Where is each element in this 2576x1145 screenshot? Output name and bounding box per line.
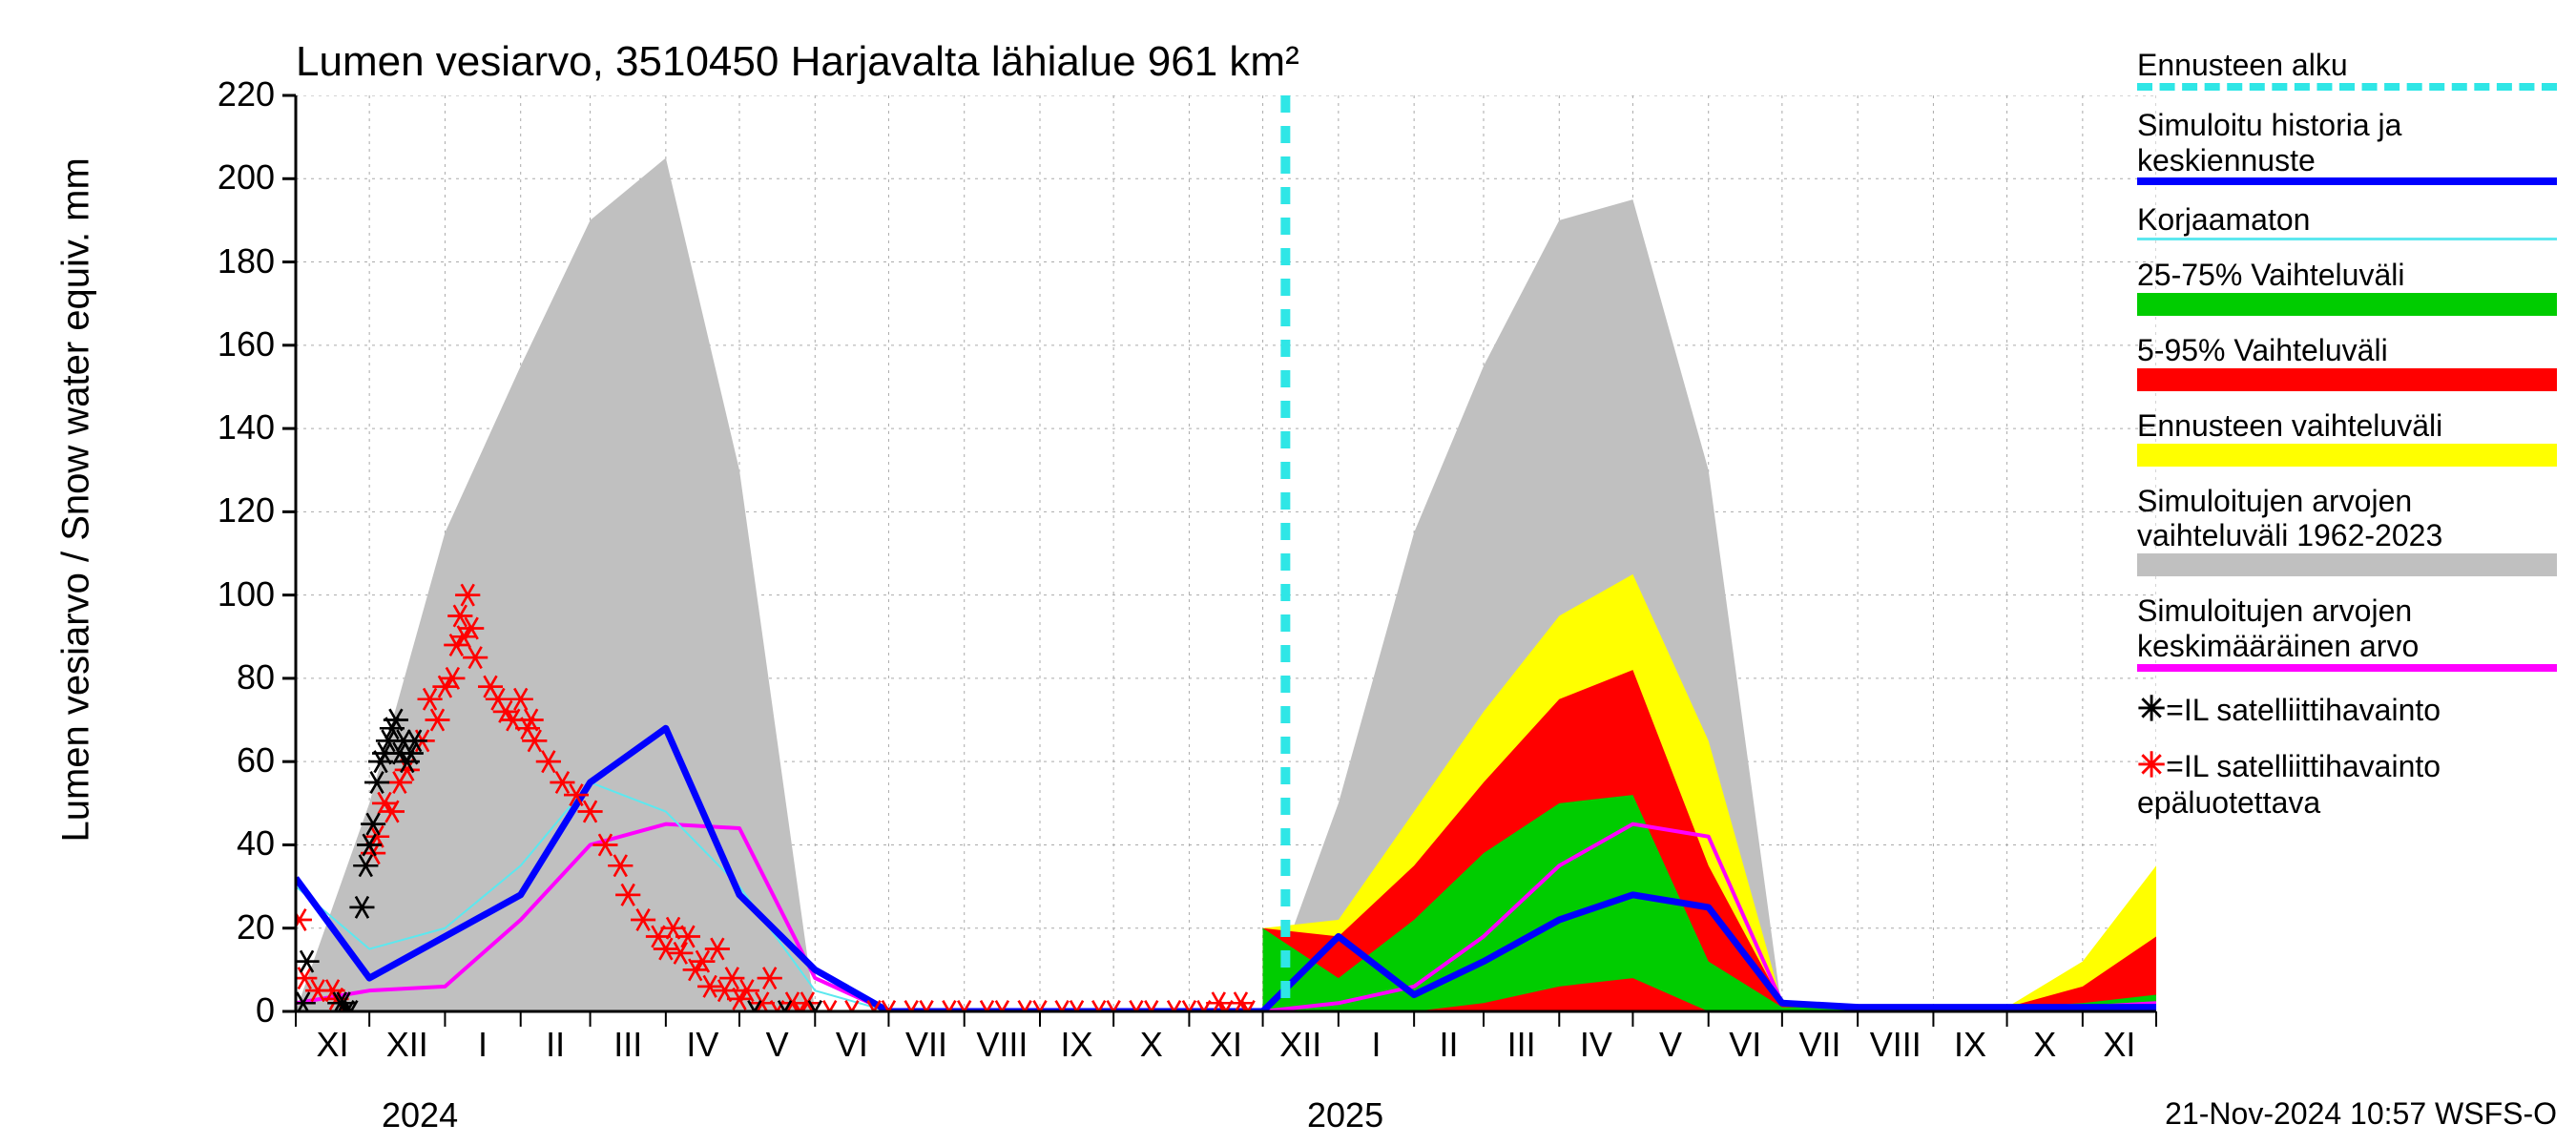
legend-label: 5-95% Vaihteluväli [2137, 333, 2557, 368]
legend-item: ✳=IL satelliittihavainto epäluotettava [2137, 745, 2557, 820]
legend-item: Korjaamaton [2137, 202, 2557, 240]
timestamp-caption: 21-Nov-2024 10:57 WSFS-O [2165, 1096, 2557, 1132]
x-tick: XI [304, 1025, 362, 1065]
legend-item: Ennusteen vaihteluväli [2137, 408, 2557, 467]
x-tick: V [749, 1025, 806, 1065]
legend-label: 25-75% Vaihteluväli [2137, 258, 2557, 293]
x-tick: X [1123, 1025, 1180, 1065]
x-tick: X [2016, 1025, 2073, 1065]
y-tick: 20 [237, 907, 275, 947]
year-label-2025: 2025 [1307, 1095, 1383, 1135]
x-tick: II [1421, 1025, 1478, 1065]
y-tick: 80 [237, 657, 275, 697]
legend-item: 25-75% Vaihteluväli [2137, 258, 2557, 316]
legend-label: Simuloitujen arvojen vaihteluväli 1962-2… [2137, 484, 2557, 554]
x-tick: XI [2090, 1025, 2148, 1065]
legend-label: Simuloitujen arvojen keskimääräinen arvo [2137, 593, 2557, 664]
legend-label: =IL satelliittihavainto epäluotettava [2137, 749, 2441, 819]
x-tick: VI [823, 1025, 881, 1065]
legend-swatch [2137, 177, 2557, 185]
chart-container: Lumen vesiarvo, 3510450 Harjavalta lähia… [0, 0, 2576, 1145]
x-tick: IX [1049, 1025, 1106, 1065]
legend-swatch [2137, 444, 2557, 467]
legend-label: Simuloitu historia ja keskiennuste [2137, 108, 2557, 178]
y-tick: 220 [218, 74, 275, 114]
x-tick: IV [1568, 1025, 1625, 1065]
y-tick: 140 [218, 407, 275, 448]
legend-item: Simuloitujen arvojen vaihteluväli 1962-2… [2137, 484, 2557, 577]
legend-swatch [2137, 553, 2557, 576]
legend-label: Ennusteen alku [2137, 48, 2557, 83]
legend-label: Ennusteen vaihteluväli [2137, 408, 2557, 444]
x-tick: V [1642, 1025, 1699, 1065]
x-tick: VII [898, 1025, 955, 1065]
x-tick: III [599, 1025, 656, 1065]
legend-label: =IL satelliittihavainto [2166, 693, 2441, 727]
y-tick: 120 [218, 490, 275, 531]
legend-label: Korjaamaton [2137, 202, 2557, 238]
y-tick: 100 [218, 574, 275, 614]
y-tick: 200 [218, 157, 275, 198]
y-tick: 160 [218, 324, 275, 364]
legend-marker: ✳ [2137, 689, 2166, 728]
x-tick: II [527, 1025, 584, 1065]
legend-swatch [2137, 664, 2557, 672]
legend-swatch [2137, 293, 2557, 316]
legend-swatch [2137, 83, 2557, 91]
legend-item: Ennusteen alku [2137, 48, 2557, 91]
x-tick: VI [1716, 1025, 1774, 1065]
y-tick: 180 [218, 241, 275, 281]
legend-item: Simuloitu historia ja keskiennuste [2137, 108, 2557, 186]
y-tick: 40 [237, 823, 275, 864]
x-tick: IX [1942, 1025, 1999, 1065]
x-tick: VIII [1867, 1025, 1924, 1065]
x-tick: III [1493, 1025, 1550, 1065]
legend-marker: ✳ [2137, 745, 2166, 784]
year-label-2024: 2024 [382, 1095, 458, 1135]
x-tick: VII [1792, 1025, 1849, 1065]
x-tick: XII [1272, 1025, 1329, 1065]
x-tick: I [1348, 1025, 1405, 1065]
legend-swatch [2137, 238, 2557, 240]
legend-item: 5-95% Vaihteluväli [2137, 333, 2557, 391]
legend-item: Simuloitujen arvojen keskimääräinen arvo [2137, 593, 2557, 672]
y-tick: 0 [256, 990, 275, 1030]
legend-item: ✳=IL satelliittihavainto [2137, 689, 2557, 728]
x-tick: I [454, 1025, 511, 1065]
x-tick: IV [674, 1025, 731, 1065]
legend-swatch [2137, 368, 2557, 391]
x-tick: XII [379, 1025, 436, 1065]
y-tick: 60 [237, 740, 275, 781]
legend: Ennusteen alku Simuloitu historia ja kesk… [2137, 48, 2557, 837]
x-tick: VIII [973, 1025, 1030, 1065]
x-tick: XI [1197, 1025, 1255, 1065]
